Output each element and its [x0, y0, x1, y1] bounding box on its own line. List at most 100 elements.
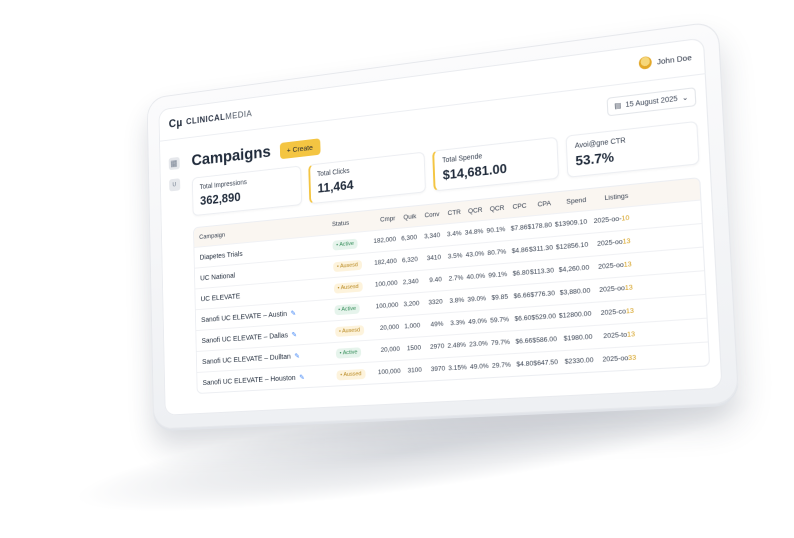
- edit-pencil-icon[interactable]: ✎: [290, 309, 296, 317]
- cell-impressions: 182,000: [373, 236, 396, 245]
- cell-qcr-2: 80.7%: [484, 248, 506, 257]
- kpi-card: Total Clicks 11,464: [308, 152, 426, 205]
- cell-spend: $12856.10: [553, 241, 589, 251]
- cell-qcr-2: 29.7%: [489, 362, 511, 370]
- column-header[interactable]: Status: [332, 217, 373, 228]
- cell-clicks: 1500: [400, 344, 421, 352]
- cell-listings: 2025-oo13: [588, 238, 631, 249]
- cell-ctr: 3.15%: [445, 364, 467, 372]
- brand-logo[interactable]: Cµ CLINICAL MEDIA: [169, 107, 253, 131]
- campaign-name: Sanofi UC ELEVATE – Dulltan: [202, 352, 291, 366]
- cell-ctr: 3.3%: [443, 319, 465, 328]
- cell-cpc: $7.86: [505, 224, 527, 233]
- cell-spend: $13909.10: [552, 218, 588, 228]
- grid-icon[interactable]: ▦: [168, 157, 179, 170]
- edit-pencil-icon[interactable]: ✎: [294, 352, 300, 360]
- column-header[interactable]: CTR: [439, 208, 461, 217]
- cell-impressions: 20,000: [377, 346, 400, 354]
- cell-qcr-1: 49.0%: [465, 318, 487, 327]
- cell-clicks: 6,320: [397, 256, 418, 265]
- cell-listings: 2025-oo-10: [587, 215, 630, 226]
- status-cell: • Ausesd: [333, 258, 374, 271]
- cell-ctr: 3.8%: [443, 297, 465, 306]
- status-badge: • Aussed: [336, 368, 365, 380]
- edit-pencil-icon[interactable]: ✎: [299, 373, 305, 381]
- cell-conv: 3410: [418, 254, 441, 263]
- status-cell: • Ausesd: [334, 280, 375, 293]
- cell-conv: 9.40: [418, 276, 441, 285]
- cell-impressions: 100,000: [375, 280, 398, 289]
- cell-clicks: 2,340: [397, 278, 418, 287]
- listing-mid: oo-: [611, 215, 621, 223]
- listing-mid: -co: [616, 308, 626, 316]
- cell-clicks: 3,200: [398, 300, 419, 309]
- cell-conv: 3970: [422, 365, 446, 373]
- cell-cpc: $6.60: [509, 315, 532, 324]
- cell-spend: $4,260.00: [554, 264, 590, 274]
- logo-name-bold: CLINICAL: [186, 112, 225, 126]
- campaign-name-cell[interactable]: Sanofi UC ELEVATE – Houston ✎: [202, 371, 336, 387]
- cell-spend: $1980.00: [557, 334, 593, 344]
- column-header[interactable]: Listings: [586, 192, 628, 203]
- status-cell: • Aussed: [336, 368, 377, 380]
- page-title: Campaigns: [191, 142, 271, 170]
- cell-qcr-2: 99.1%: [485, 271, 507, 280]
- cell-listings: 2025-to13: [592, 331, 635, 341]
- status-badge: • Ausesd: [335, 325, 364, 337]
- cell-qcr-2: $9.85: [486, 293, 508, 302]
- status-cell: • Ausesd: [335, 324, 376, 337]
- cell-qcr-1: 49.0%: [467, 363, 489, 371]
- listing-count: 13: [626, 307, 634, 315]
- status-cell: • Active: [332, 237, 373, 251]
- column-header[interactable]: CPA: [526, 200, 551, 210]
- cell-conv: 2970: [421, 343, 445, 352]
- cell-qcr-2: 90.1%: [483, 226, 505, 235]
- create-button[interactable]: + Create: [279, 138, 320, 159]
- cell-cpc: $6.80: [507, 269, 530, 278]
- listing-count: 10: [621, 215, 629, 223]
- column-header[interactable]: Conv: [416, 210, 439, 219]
- listing-count: 13: [627, 331, 635, 339]
- logo-mark: Cµ: [169, 116, 183, 131]
- cell-spend: $3,880.00: [555, 287, 591, 297]
- column-header[interactable]: QCR: [461, 206, 483, 215]
- kpi-card: Avoi@gne CTR 53.7%: [565, 121, 700, 178]
- column-header[interactable]: QCR: [482, 204, 504, 213]
- cell-clicks: 6,300: [396, 234, 417, 243]
- device-frame: Cµ CLINICAL MEDIA John Doe ▦ ᵁ Campaigns …: [147, 21, 740, 430]
- cell-impressions: 20,000: [376, 324, 399, 333]
- status-cell: • Active: [334, 302, 375, 315]
- column-header[interactable]: Cmpr: [373, 215, 396, 224]
- column-header[interactable]: Quik: [395, 213, 416, 222]
- cell-cpa: $529.00: [531, 313, 556, 322]
- user-icon[interactable]: ᵁ: [169, 178, 180, 191]
- listing-mid: -oo: [612, 238, 622, 246]
- campaign-name: UC ELEVATE: [201, 291, 241, 303]
- campaign-name-cell[interactable]: Sanofi UC ELEVATE – Dulltan ✎: [202, 349, 336, 366]
- column-header[interactable]: CPC: [504, 202, 526, 211]
- cell-clicks: 1,000: [399, 322, 420, 330]
- edit-pencil-icon[interactable]: ✎: [291, 330, 297, 338]
- chevron-down-icon: ⌄: [682, 93, 689, 102]
- cell-ctr: 2.48%: [444, 342, 466, 350]
- campaign-name: Sanofi UC ELEVATE – Dallas: [202, 330, 289, 345]
- logo-name-light: MEDIA: [225, 109, 252, 122]
- cell-impressions: 182,400: [374, 258, 397, 267]
- cell-qcr-2: 59.7%: [487, 316, 509, 325]
- listing-count: 33: [628, 354, 636, 362]
- cell-cpa: $178.80: [527, 222, 552, 231]
- cell-conv: 49%: [420, 321, 444, 330]
- campaigns-table: Campaign Status Cmpr Quik Conv CTR QCR Q…: [193, 177, 710, 394]
- user-menu[interactable]: John Doe: [638, 51, 692, 70]
- cell-conv: 3320: [419, 298, 443, 307]
- column-header[interactable]: Spend: [551, 196, 586, 207]
- listing-year: 2025: [599, 286, 615, 295]
- campaign-name: Sanofi UC ELEVATE – Austin: [201, 309, 287, 324]
- kpi-card: Total Spende $14,681.00: [432, 137, 558, 192]
- cell-qcr-2: 79.7%: [488, 339, 510, 348]
- cell-clicks: 3100: [400, 367, 421, 375]
- date-picker[interactable]: ▤ 15 August 2025 ⌄: [606, 87, 696, 116]
- status-badge: • Active: [332, 238, 357, 250]
- cell-cpa: $776.30: [530, 290, 555, 299]
- cell-spend: $12800.00: [556, 310, 592, 320]
